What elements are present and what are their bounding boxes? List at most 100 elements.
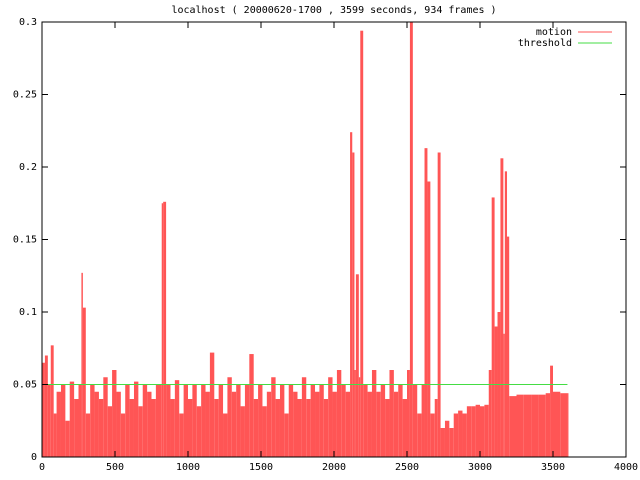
motion-impulse — [60, 384, 66, 457]
motion-impulse — [214, 399, 219, 457]
motion-impulse — [507, 236, 510, 457]
y-tick-label: 0.05 — [13, 380, 37, 391]
motion-impulse — [116, 391, 121, 457]
motion-impulse — [306, 399, 311, 457]
motion-impulse — [44, 355, 48, 457]
motion-impulse — [503, 333, 505, 457]
motion-impulse — [120, 413, 126, 457]
motion-impulse — [538, 394, 546, 457]
motion-impulse — [430, 413, 435, 457]
motion-impulse — [462, 413, 467, 457]
chart-title: localhost ( 20000620-1700 , 3599 seconds… — [171, 5, 496, 16]
motion-impulse — [262, 406, 267, 457]
motion-impulse — [494, 326, 498, 457]
motion-impulse — [480, 406, 485, 457]
motion-impulse — [266, 391, 272, 457]
motion-impulse — [284, 413, 289, 457]
motion-impulse — [363, 384, 368, 457]
motion-impulse — [163, 201, 167, 457]
x-tick-label: 4000 — [614, 462, 638, 473]
motion-impulse — [315, 391, 320, 457]
y-tick-label: 0.1 — [19, 307, 37, 318]
motion-impulse — [310, 384, 316, 457]
motion-impulse — [385, 399, 390, 457]
motion-impulse — [336, 370, 342, 457]
motion-impulse — [53, 413, 57, 457]
legend-label: threshold — [518, 38, 572, 49]
motion-impulse — [471, 406, 476, 457]
motion-impulse — [47, 384, 51, 457]
motion-impulse — [275, 399, 280, 457]
motion-impulse — [319, 384, 324, 457]
motion-impulse — [297, 399, 302, 457]
y-tick-label: 0.15 — [13, 235, 37, 246]
motion-impulse — [293, 391, 298, 457]
motion-impulse — [449, 428, 454, 457]
motion-impulse — [236, 384, 241, 457]
motion-impulse — [161, 203, 164, 457]
motion-impulse — [371, 370, 377, 457]
motion-impulse — [424, 148, 428, 457]
motion-impulse — [504, 171, 508, 457]
motion-impulse — [258, 384, 263, 457]
x-tick-label: 500 — [106, 462, 124, 473]
motion-impulse — [355, 274, 359, 457]
motion-impulse — [484, 404, 489, 457]
motion-impulse — [288, 384, 294, 457]
motion-impulse — [380, 384, 386, 457]
motion-impulse — [129, 399, 134, 457]
motion-impulse — [218, 384, 224, 457]
motion-impulse — [231, 391, 237, 457]
y-tick-label: 0.25 — [13, 90, 37, 101]
motion-impulse — [223, 413, 228, 457]
motion-impulse — [345, 391, 351, 457]
motion-impulse — [328, 377, 333, 457]
motion-impulse — [253, 399, 259, 457]
y-tick-label: 0.2 — [19, 162, 37, 173]
motion-impulse — [174, 380, 180, 457]
motion-impulse — [151, 399, 156, 457]
motion-impulse — [98, 399, 104, 457]
motion-impulse — [170, 399, 175, 457]
x-tick-label: 2000 — [322, 462, 346, 473]
motion-impulse — [567, 393, 569, 457]
motion-impulse — [279, 384, 285, 457]
motion-impulse — [531, 394, 539, 457]
motion-impulse — [427, 181, 431, 457]
motion-impulse — [188, 399, 193, 457]
motion-impulse — [209, 352, 215, 457]
motion-impulse — [523, 394, 532, 457]
motion-impulse — [553, 391, 561, 457]
motion-impulse — [367, 391, 372, 457]
motion-impulse — [78, 384, 82, 457]
motion-impulse — [271, 377, 276, 457]
motion-impulse — [458, 410, 463, 457]
motion-impulse — [437, 152, 441, 457]
motion-impulse — [488, 370, 492, 457]
motion-impulse — [192, 384, 197, 457]
x-tick-label: 0 — [39, 462, 45, 473]
x-tick-label: 3000 — [468, 462, 492, 473]
motion-impulse — [166, 384, 171, 457]
motion-impulse — [112, 370, 117, 457]
motion-impulse — [107, 406, 113, 457]
motion-impulse — [434, 399, 438, 457]
motion-impulse — [138, 406, 143, 457]
motion-impulse — [417, 413, 422, 457]
y-tick-label: 0 — [31, 452, 37, 463]
motion-impulse — [354, 370, 356, 457]
motion-impulse — [125, 384, 130, 457]
motion-impulse — [376, 391, 381, 457]
motion-impulse — [201, 384, 206, 457]
motion-impulse — [398, 384, 403, 457]
motion-impulse — [56, 391, 61, 457]
motion-impulse — [332, 391, 337, 457]
motion-impulse — [560, 393, 568, 457]
motion-impulse — [453, 413, 459, 457]
x-tick-label: 3500 — [541, 462, 565, 473]
motion-impulse — [444, 420, 450, 457]
motion-impulse — [196, 406, 202, 457]
motion-impulse — [142, 384, 148, 457]
motion-impulse — [323, 399, 329, 457]
motion-impulse — [350, 132, 353, 457]
